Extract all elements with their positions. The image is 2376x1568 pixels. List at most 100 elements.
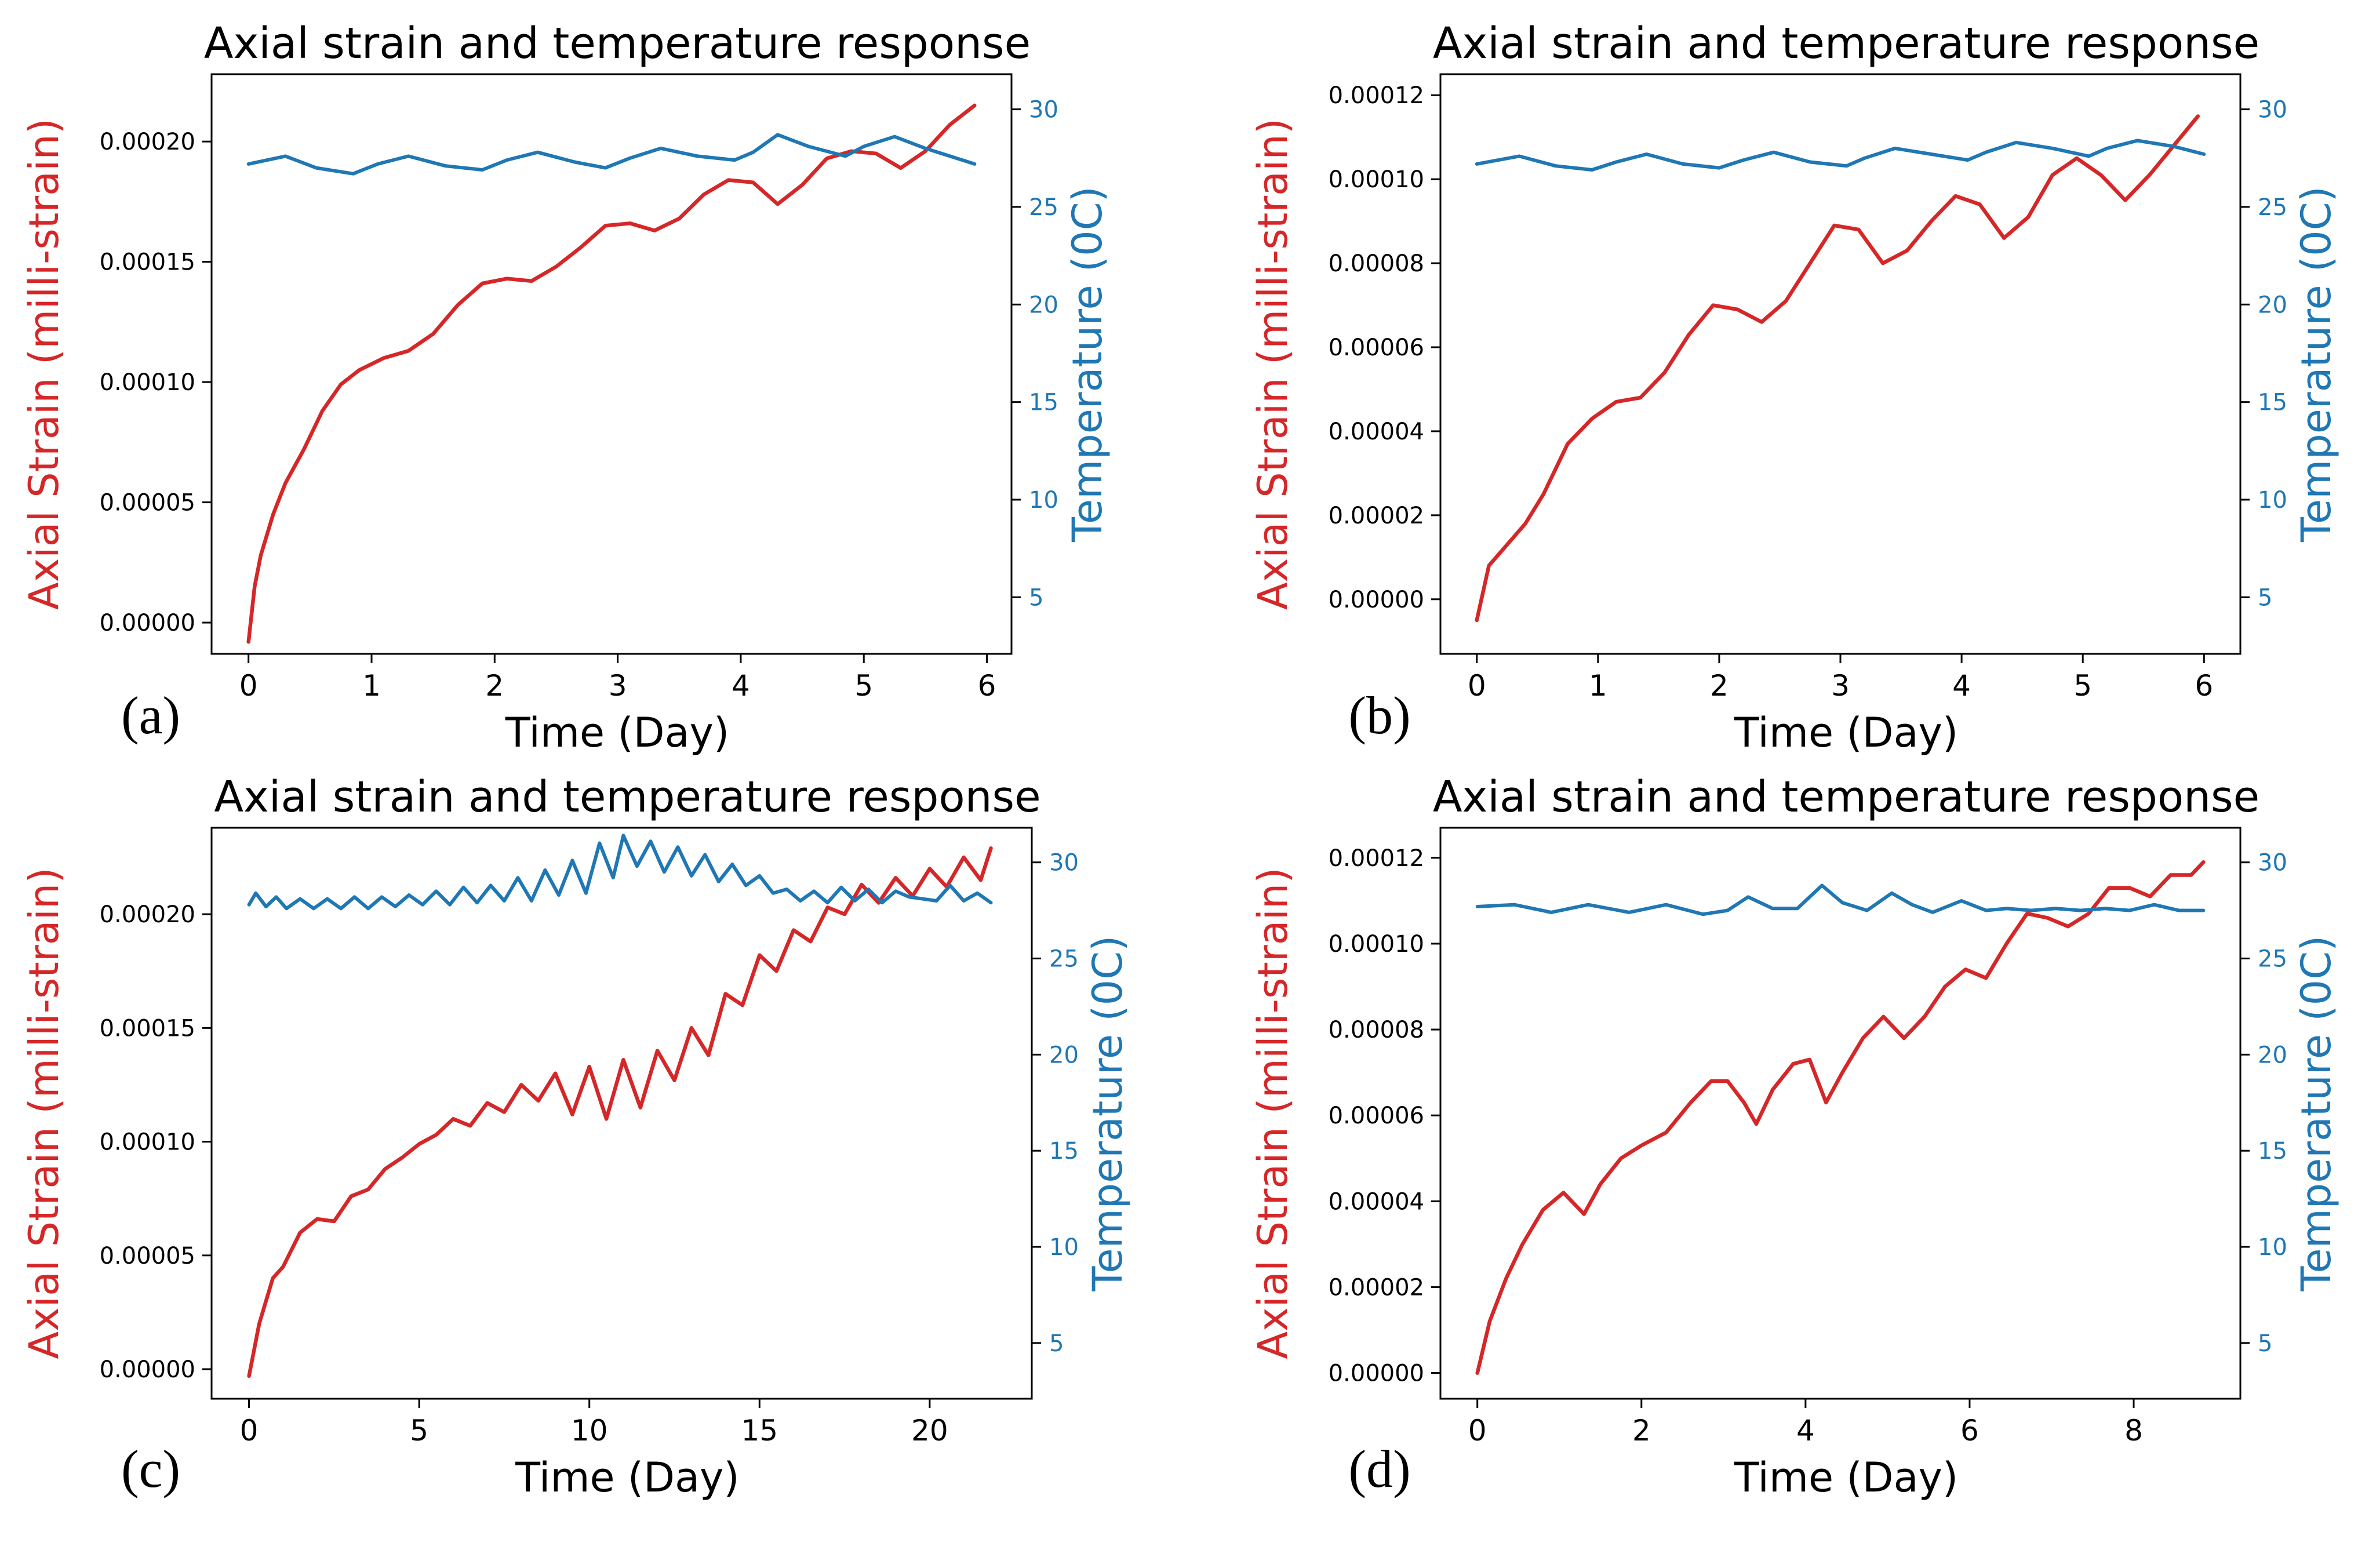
y-tick-label: 0.00006 [1329,1103,1424,1129]
x-tick-label: 5 [2073,669,2092,703]
x-tick-label: 2 [485,669,504,703]
panel-label: (d) [1348,1439,1410,1498]
x-tick-label: 0 [239,669,258,703]
y2-axis-label: Temperature (0C) [2293,186,2340,543]
temperature-series-line [247,834,993,911]
y-tick-label: 0.00012 [1329,845,1424,872]
y-tick-label: 0.00002 [1329,1274,1424,1301]
plot-frame [210,827,1033,1400]
y2-tick-label: 25 [1049,946,1079,973]
x-tick-label: 15 [741,1414,778,1447]
y2-tick-label: 15 [2258,1138,2287,1165]
chart-panel-a: 0 1 2 3 4 5 6 0.00000 0.00005 0.00010 0.00015 0.000… [20,19,1111,756]
x-tick-label: 1 [1589,669,1607,703]
y-tick-label: 0.00005 [100,490,195,516]
y2-tick-label: 5 [1029,584,1043,611]
temperature-series-line [1475,139,2206,172]
y-axis-label: Axial Strain (milli-strain) [1249,118,1297,610]
chart-title: Axial strain and temperature response [214,772,1040,822]
y2-tick-label: 15 [2258,390,2287,416]
y2-tick-label: 15 [1029,390,1058,416]
y-tick-label: 0.00010 [100,369,195,396]
y2-tick-label: 30 [2258,97,2287,123]
y2-tick-label: 20 [1029,292,1058,318]
y-tick-label: 0.00006 [1329,334,1424,361]
y2-tick-label: 10 [2258,487,2287,514]
y2-tick-label: 25 [2258,194,2287,221]
y2-tick-label: 25 [1029,194,1058,221]
x-tick-label: 1 [362,669,381,703]
chart-panel-b: 0 1 2 3 4 5 6 0.00000 0.00002 0.00004 0.00006 0.000… [1249,19,2340,756]
y-tick-label: 0.00015 [100,1015,195,1042]
strain-series-line [247,846,993,1378]
y2-tick-label: 5 [2258,584,2272,611]
y-tick-label: 0.00000 [1329,1360,1424,1387]
y-tick-label: 0.00000 [100,1356,195,1383]
chart-panel-d: 0 2 4 6 8 0.00000 0.00002 0.00004 0.00006 0.00008… [1249,772,2340,1501]
temperature-series-line [246,133,977,176]
x-axis-label: Time (Day) [1734,1454,1958,1501]
x-axis-label: Time (Day) [515,1454,739,1501]
y2-tick-label: 25 [2258,946,2287,973]
y2-tick-label: 10 [1049,1234,1079,1261]
y-axis-label: Axial Strain (milli-strain) [20,867,68,1359]
y-tick-label: 0.00020 [100,129,195,155]
y2-axis-label: Temperature (0C) [1084,936,1131,1292]
x-tick-label: 2 [1710,669,1729,703]
plot-frame [210,73,1013,655]
x-axis-label: Time (Day) [1734,709,1958,756]
chart-panel-c: 0 5 10 15 20 0.00000 0.00005 0.00010 0.00015 0.00… [20,772,1131,1501]
chart-title: Axial strain and temperature response [1433,772,2259,822]
panel-label: (a) [121,686,180,745]
panel-label: (c) [121,1439,180,1498]
y2-axis-label: Temperature (0C) [1064,186,1111,543]
y-tick-label: 0.00008 [1329,1017,1424,1043]
y2-tick-label: 5 [1049,1330,1064,1357]
chart-title: Axial strain and temperature response [1433,19,2259,68]
y-tick-label: 0.00020 [100,901,195,928]
x-tick-label: 2 [1632,1414,1651,1447]
y2-tick-label: 10 [2258,1234,2287,1261]
y-tick-label: 0.00004 [1329,1188,1424,1215]
plot-frame [1439,827,2242,1400]
x-tick-label: 5 [410,1414,428,1447]
y-tick-label: 0.00004 [1329,419,1424,445]
y-tick-label: 0.00000 [100,610,195,636]
y-axis-label: Axial Strain (milli-strain) [20,118,68,610]
strain-series-line [1475,114,2200,623]
y-tick-label: 0.00010 [1329,166,1424,193]
y-tick-label: 0.00010 [100,1129,195,1156]
y2-tick-label: 30 [1029,97,1058,123]
x-tick-label: 5 [854,669,873,703]
y2-tick-label: 20 [2258,1042,2287,1068]
y-tick-label: 0.00010 [1329,931,1424,958]
y-axis-label: Axial Strain (milli-strain) [1249,867,1297,1359]
y-tick-label: 0.00005 [100,1243,195,1269]
strain-series-line [1475,860,2206,1375]
y2-axis-label: Temperature (0C) [2293,936,2340,1292]
x-tick-label: 4 [1952,669,1971,703]
x-tick-label: 6 [1960,1414,1979,1447]
y2-tick-label: 20 [1049,1042,1079,1068]
x-tick-label: 0 [1468,669,1486,703]
x-tick-label: 4 [732,669,750,703]
y-tick-label: 0.00012 [1329,82,1424,109]
panel-label: (b) [1348,686,1410,745]
chart-title: Axial strain and temperature response [204,19,1031,68]
temperature-series-line [1475,883,2206,916]
y2-tick-label: 15 [1049,1138,1079,1165]
x-tick-label: 10 [571,1414,608,1447]
x-tick-label: 3 [1831,669,1850,703]
x-tick-label: 8 [2124,1414,2143,1447]
y-tick-label: 0.00000 [1329,587,1424,613]
x-tick-label: 6 [2195,669,2213,703]
y2-tick-label: 10 [1029,487,1058,514]
x-axis-label: Time (Day) [505,709,729,756]
strain-series-line [246,103,977,644]
x-tick-label: 4 [1796,1414,1815,1447]
x-tick-label: 0 [240,1414,259,1447]
y-tick-label: 0.00015 [100,249,195,276]
plot-frame [1439,73,2242,655]
